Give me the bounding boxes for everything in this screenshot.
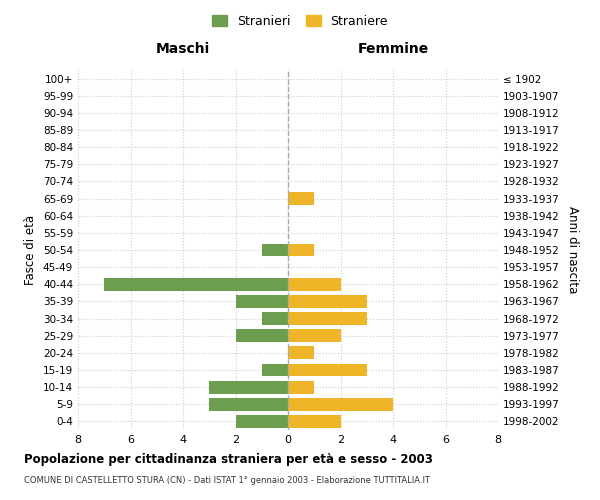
Legend: Stranieri, Straniere: Stranieri, Straniere [208, 11, 392, 32]
Bar [209, 380, 288, 394]
Y-axis label: Anni di nascita: Anni di nascita [566, 206, 579, 294]
Bar [209, 398, 288, 410]
Bar [235, 415, 288, 428]
Bar [104, 278, 288, 290]
Text: Popolazione per cittadinanza straniera per età e sesso - 2003: Popolazione per cittadinanza straniera p… [24, 452, 433, 466]
Bar [235, 330, 288, 342]
Bar [288, 398, 393, 410]
Bar [288, 346, 314, 360]
Bar [262, 312, 288, 325]
Bar [288, 415, 341, 428]
Y-axis label: Fasce di età: Fasce di età [25, 215, 37, 285]
Bar [288, 380, 314, 394]
Bar [262, 244, 288, 256]
Bar [288, 312, 367, 325]
Bar [235, 295, 288, 308]
Bar [288, 295, 367, 308]
Bar [262, 364, 288, 376]
Text: Femmine: Femmine [358, 42, 428, 56]
Bar [288, 330, 341, 342]
Bar [288, 192, 314, 205]
Text: COMUNE DI CASTELLETTO STURA (CN) - Dati ISTAT 1° gennaio 2003 - Elaborazione TUT: COMUNE DI CASTELLETTO STURA (CN) - Dati … [24, 476, 430, 485]
Bar [288, 278, 341, 290]
Text: Maschi: Maschi [156, 42, 210, 56]
Bar [288, 364, 367, 376]
Bar [288, 244, 314, 256]
